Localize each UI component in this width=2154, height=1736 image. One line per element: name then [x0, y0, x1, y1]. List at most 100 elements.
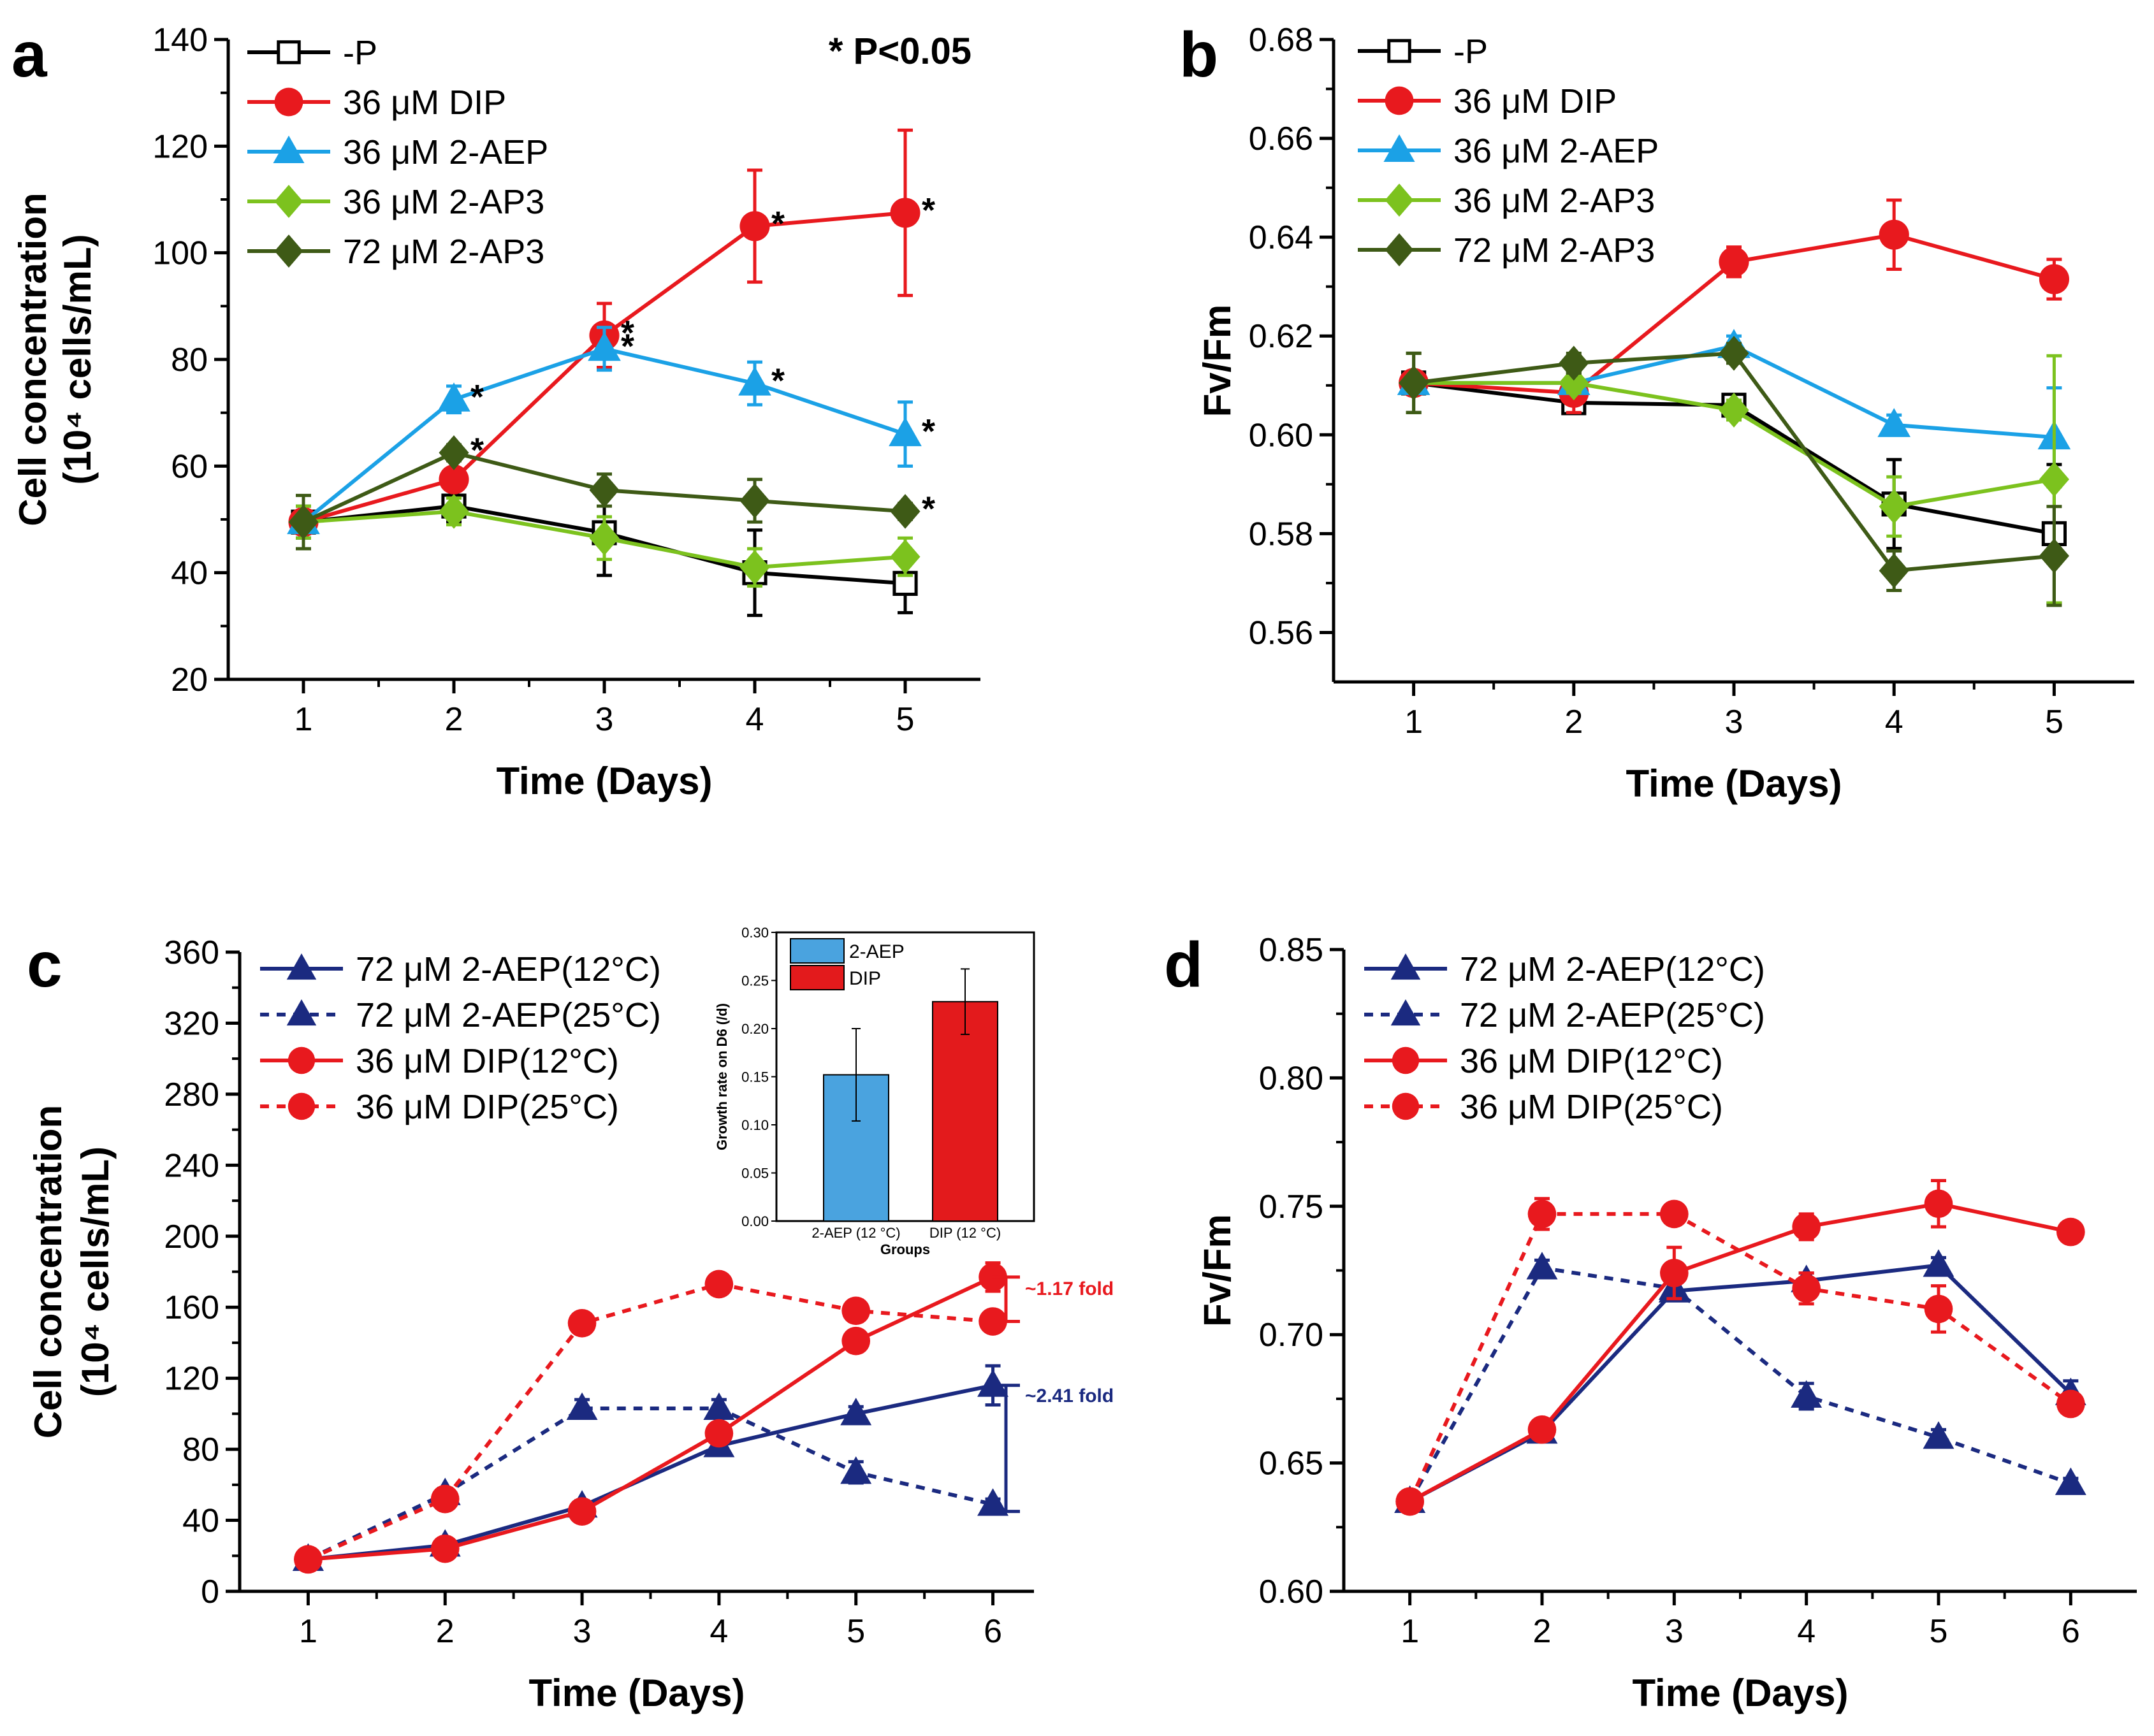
x-tick-label: 3 [1725, 704, 1743, 741]
x-tick-label: 3 [573, 1613, 592, 1650]
series-line [307, 1282, 993, 1561]
legend-label: 36 μM DIP(12°C) [356, 1042, 619, 1080]
x-tick-label: 2 [1533, 1613, 1552, 1650]
data-point [739, 211, 770, 242]
y-tick-label: 0.62 [1249, 318, 1313, 355]
legend-label: 36 μM DIP [1453, 82, 1617, 120]
series-line [1413, 351, 2055, 573]
data-point [1879, 219, 1909, 250]
series-36-m-dip-12-c [294, 1261, 1007, 1574]
y-tick-label: 0.58 [1249, 516, 1313, 553]
x-tick-label: 2 [1564, 704, 1583, 741]
data-point [841, 1326, 871, 1356]
data-point [1923, 1249, 1954, 1277]
data-point [1527, 1415, 1557, 1444]
legend-entry-36-m-dip-25-c: 36 μM DIP(25°C) [1364, 1088, 1723, 1126]
y-axis-label: Cell concentration [11, 192, 54, 526]
series-line [308, 1383, 994, 1561]
panel-a: a 20 40 60 80 100 120 140 1 2 3 4 5 Time (Days) Cell c… [11, 19, 980, 802]
data-point [1395, 1487, 1424, 1516]
y-tick-label: 280 [164, 1076, 219, 1113]
data-point [890, 539, 921, 574]
significance-star: * [470, 378, 484, 416]
data-point [840, 1398, 872, 1426]
significance-star: * [922, 191, 935, 229]
legend-label: 36 μM DIP(25°C) [1460, 1088, 1723, 1126]
legend-marker [277, 40, 301, 64]
legend-marker [1385, 184, 1414, 217]
x-tick-label: 5 [847, 1613, 865, 1650]
data-point [1660, 1199, 1689, 1229]
legend-label: 72 μM 2-AEP(25°C) [1460, 996, 1765, 1034]
data-point [1924, 1294, 1953, 1324]
series-72-m-2-ap3 [1399, 336, 2069, 607]
x-tick-label: 2 [445, 701, 463, 738]
panel-letter-d: d [1164, 929, 1203, 1001]
y-axis-label: Fv/Fm [1196, 1214, 1239, 1327]
data-point [1924, 1189, 1953, 1219]
data-point [738, 366, 771, 396]
series-line [308, 1275, 994, 1561]
significance-star: * [771, 205, 785, 243]
significance-note: * P<0.05 [829, 31, 971, 72]
x-axis-label: Time (Days) [528, 1672, 745, 1714]
y-tick-label: 200 [164, 1219, 219, 1255]
series-36-m-dip-25-c [294, 1269, 1007, 1574]
data-point [1399, 365, 1429, 401]
legend-marker [287, 1092, 316, 1120]
data-point [439, 494, 469, 529]
legend-entry-72-m-2-ap3: 72 μM 2-AP3 [1358, 231, 1655, 270]
significance-star: * [621, 314, 634, 352]
data-point [430, 1534, 460, 1563]
legend-label: -P [1453, 33, 1488, 71]
legend-marker [1383, 134, 1415, 163]
inset-legend-swatch [790, 938, 845, 964]
data-point [589, 472, 620, 508]
data-point [2039, 461, 2069, 497]
legend-entry-36-m-dip: 36 μM DIP [247, 83, 506, 122]
y-axis-label-units: (10⁴ cells/mL) [56, 234, 99, 484]
legend-entry-p: -P [1358, 33, 1488, 71]
legend-marker [1390, 953, 1421, 980]
legend-label: 72 μM 2-AEP(12°C) [1460, 950, 1765, 988]
inset-y-tick-label: 0.25 [741, 973, 769, 989]
y-tick-label: 0.60 [1259, 1573, 1323, 1610]
data-point [703, 1392, 735, 1421]
x-tick-label: 1 [1401, 1613, 1419, 1650]
panel-letter-b: b [1179, 19, 1218, 90]
data-point [2039, 264, 2069, 294]
legend-entry-36-m-dip: 36 μM DIP [1358, 82, 1617, 120]
legend-marker [287, 1046, 316, 1074]
inset-y-tick-label: 0.15 [741, 1069, 769, 1085]
inset-y-tick-label: 0.05 [741, 1166, 769, 1182]
data-point [1923, 1421, 1954, 1449]
y-tick-label: 0.65 [1259, 1445, 1323, 1482]
series-line [307, 1407, 994, 1561]
data-point [589, 520, 620, 556]
fold-annotation-1: ~2.41 fold [992, 1384, 1114, 1514]
y-tick-label: 0.68 [1249, 22, 1313, 59]
inset-legend-label: DIP [849, 968, 881, 989]
data-point [439, 464, 469, 495]
inset-y-axis-label: Growth rate on D6 (/d) [714, 1003, 730, 1150]
panel-c: c 0 40 80 120 160 200 240 280 320 360 1 2 3 4 5 6 Time (D… [27, 925, 1114, 1714]
y-tick-label: 60 [171, 448, 208, 485]
x-axis-label: Time (Days) [1632, 1672, 1848, 1714]
data-point [294, 1545, 323, 1574]
legend-entry-72-m-2-aep-25-c: 72 μM 2-AEP(25°C) [1364, 996, 1765, 1034]
data-point [739, 483, 770, 519]
x-tick-label: 2 [436, 1613, 455, 1650]
significance-star: * [922, 412, 935, 451]
data-point [566, 1392, 598, 1421]
legend-marker [273, 135, 305, 164]
data-point [588, 331, 621, 361]
y-tick-label: 20 [171, 662, 208, 698]
data-point [739, 549, 770, 585]
y-tick-label: 0.64 [1249, 219, 1313, 256]
y-tick-label: 120 [164, 1361, 219, 1398]
series-line [1408, 1266, 2072, 1503]
y-tick-label: 0 [201, 1573, 219, 1610]
inset-legend-label: 2-AEP [849, 941, 905, 962]
inset-y-tick-label: 0.10 [741, 1117, 769, 1133]
data-point [1526, 1252, 1558, 1280]
